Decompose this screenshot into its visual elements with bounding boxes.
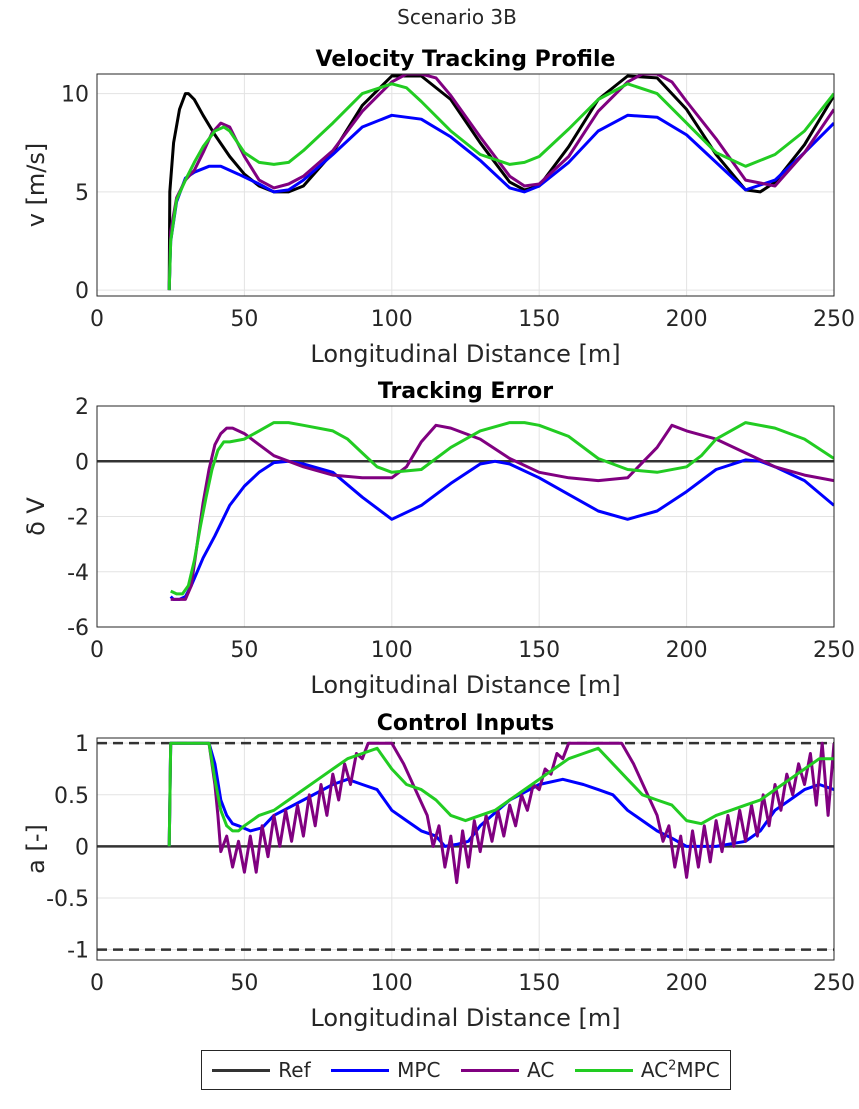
y-tick-label: -0.5 [46, 887, 89, 912]
legend-label-ac2mpc: AC2MPC [640, 1058, 720, 1082]
axes-box [96, 405, 835, 628]
series-line-acmpc [170, 421, 834, 596]
legend-swatch-ac2mpc [574, 1068, 633, 1072]
x-tick-label: 100 [371, 638, 413, 663]
axes-box [96, 73, 835, 297]
figure-title: Scenario 3B [397, 5, 517, 29]
series-line-ac [170, 423, 834, 601]
y-tick-label: 10 [61, 83, 89, 108]
y-axis-label: v [m/s] [22, 143, 50, 228]
panel-1: 0 50 100 150 200 250 0 5 10 Velocity Tracking Pro… [22, 47, 855, 368]
legend: Ref MPC AC AC2MPC [201, 1050, 731, 1090]
legend-swatch-ac [460, 1068, 519, 1072]
y-tick-label: 0 [75, 450, 89, 475]
x-tick-label: 200 [666, 971, 708, 996]
y-tick-label: -2 [67, 506, 89, 531]
x-tick-label: 50 [230, 307, 258, 332]
axes-box [96, 737, 835, 961]
x-tick-label: 250 [813, 307, 855, 332]
x-tick-label: 200 [666, 638, 708, 663]
plot-area [97, 74, 834, 296]
y-axis-label: a [-] [22, 824, 50, 874]
legend-label-mpc: MPC [397, 1058, 441, 1082]
series-line-ref [167, 74, 834, 291]
series-line-mpc [167, 113, 834, 291]
y-tick-label: 2 [75, 395, 89, 420]
x-tick-label: 150 [518, 971, 560, 996]
x-axis-label: Longitudinal Distance [m] [310, 340, 620, 368]
x-tick-label: 50 [230, 971, 258, 996]
legend-label-ac: AC [526, 1058, 555, 1082]
series-line-mpc [169, 458, 834, 601]
legend-label-ref: Ref [278, 1058, 311, 1082]
x-tick-label: 150 [518, 307, 560, 332]
y-tick-label: 0 [75, 279, 89, 304]
panel-2: 0 50 100 150 200 250 -6 -4 -2 0 2 Tracking Error Lon… [22, 379, 855, 699]
legend-item-ac: AC [460, 1058, 555, 1082]
y-tick-label: 5 [75, 181, 89, 206]
y-axis-label: δ V [22, 497, 50, 536]
x-tick-label: 0 [90, 307, 104, 332]
x-tick-label: 100 [371, 307, 413, 332]
series-line-acmpc [167, 741, 834, 847]
x-tick-label: 200 [666, 307, 708, 332]
legend-swatch-ref [212, 1068, 271, 1072]
y-tick-label: 0.5 [54, 784, 89, 809]
x-tick-label: 100 [371, 971, 413, 996]
x-tick-label: 250 [813, 971, 855, 996]
y-tick-label: 1 [75, 732, 89, 757]
y-tick-label: -4 [67, 561, 89, 586]
x-tick-label: 0 [90, 638, 104, 663]
series-line-acmpc [167, 82, 834, 291]
x-tick-label: 50 [230, 638, 258, 663]
x-tick-label: 0 [90, 971, 104, 996]
legend-item-ac2mpc: AC2MPC [574, 1058, 720, 1082]
x-tick-label: 250 [813, 638, 855, 663]
x-axis-label: Longitudinal Distance [m] [310, 671, 620, 699]
x-axis-label: Longitudinal Distance [m] [310, 1004, 620, 1032]
y-tick-label: 0 [75, 835, 89, 860]
chart-title: Velocity Tracking Profile [316, 47, 616, 72]
x-tick-label: 150 [518, 638, 560, 663]
legend-item-ref: Ref [212, 1058, 311, 1082]
y-tick-label: -1 [67, 939, 89, 964]
panel-3: 0 50 100 150 200 250 -1 -0.5 0 0.5 1 Control Inputs… [22, 711, 855, 1032]
legend-item-mpc: MPC [331, 1058, 440, 1082]
legend-swatch-mpc [331, 1068, 390, 1072]
chart-title: Control Inputs [377, 711, 554, 736]
series-line-ac [167, 741, 834, 885]
chart-title: Tracking Error [378, 379, 553, 404]
y-tick-label: -6 [67, 616, 89, 641]
